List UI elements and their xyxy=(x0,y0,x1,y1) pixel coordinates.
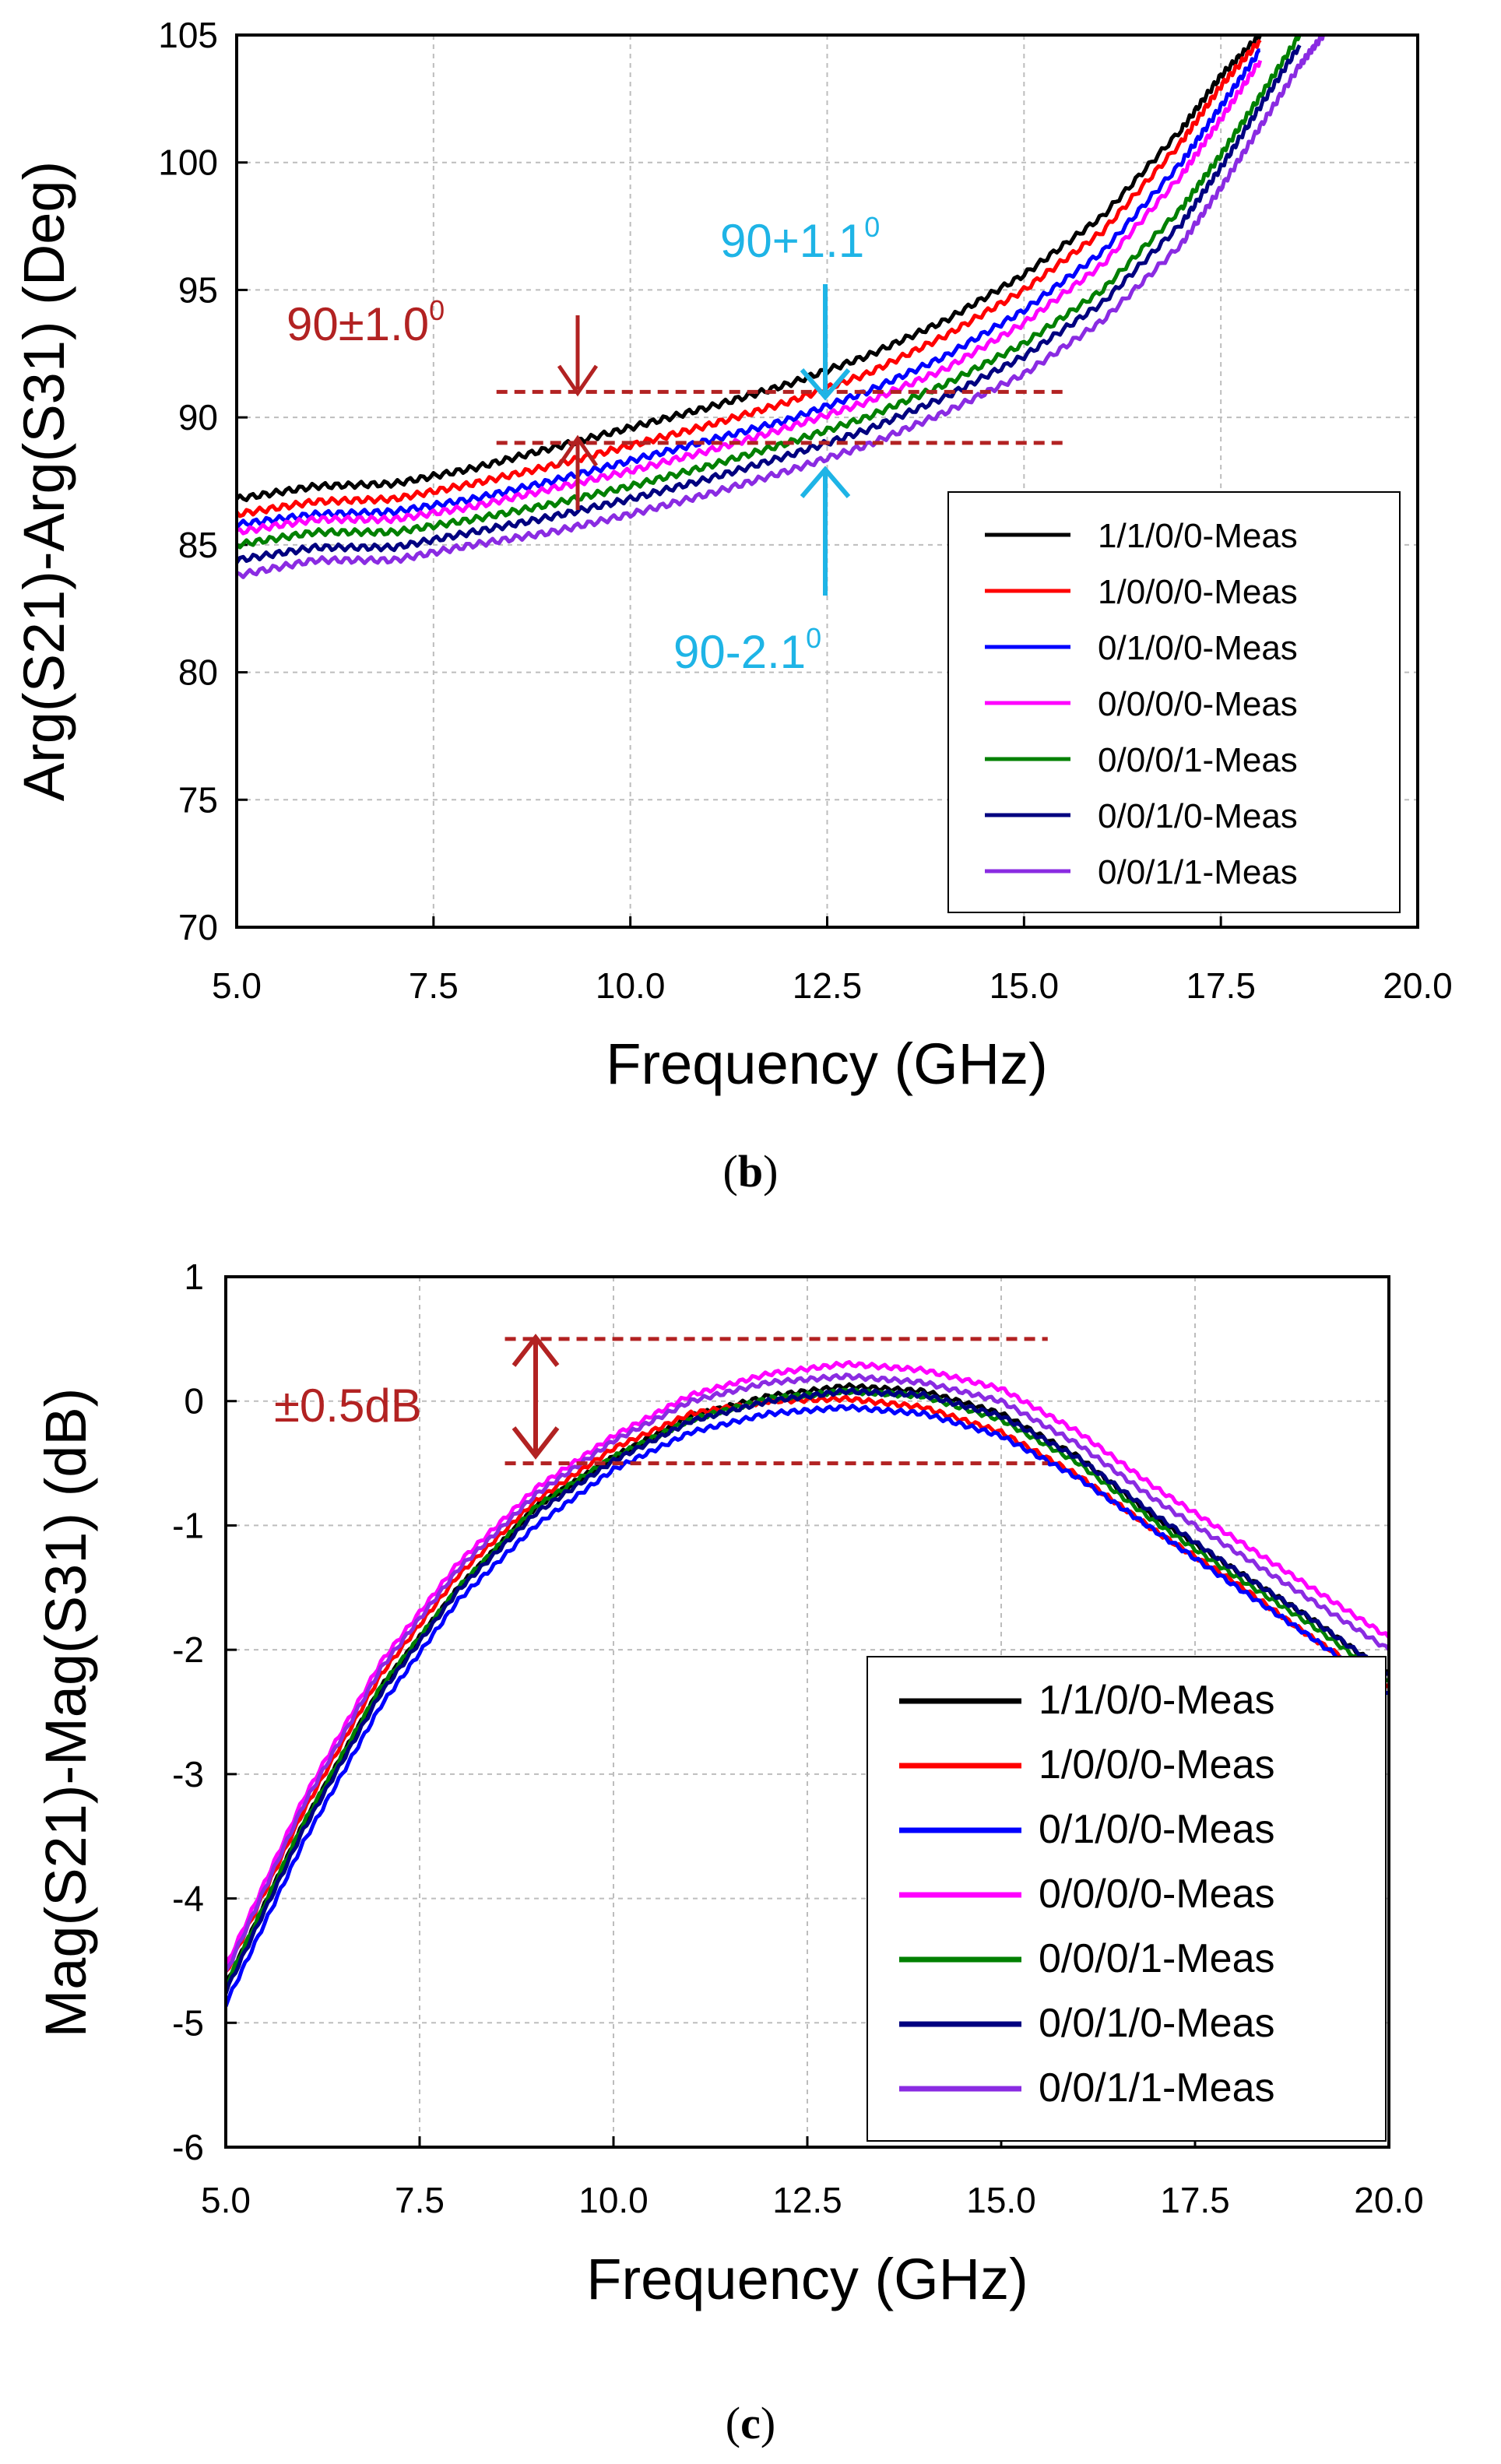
series-line-0-0-1-1-meas xyxy=(226,1373,1389,1972)
panel-b-phase-difference: 5.0 7.5 10.0 12.5 15.0 17.5 20.0 70 75 80 85 90 95 1… xyxy=(12,15,1453,1197)
legend-label: 1/1/0/0-Meas xyxy=(1098,517,1298,555)
caption-b: (b) xyxy=(723,1146,779,1197)
x-tick-label: 7.5 xyxy=(409,965,459,1006)
x-tick-label: 17.5 xyxy=(1160,2180,1230,2220)
series-line-0-1-0-0-meas xyxy=(237,48,1261,529)
legend-label: 0/0/1/0-Meas xyxy=(1039,2001,1275,2046)
x-axis-label: Frequency (GHz) xyxy=(606,1032,1047,1096)
y-tick-label: 95 xyxy=(178,269,218,310)
series-line-1-0-0-0-meas xyxy=(237,38,1262,518)
legend-label: 0/0/1/0-Meas xyxy=(1098,797,1298,835)
x-tick-label: 7.5 xyxy=(395,2180,445,2220)
legend-label: 0/0/1/1-Meas xyxy=(1039,2065,1275,2111)
y-tick-label: 1 xyxy=(184,1257,204,1297)
y-tick-label: -6 xyxy=(172,2127,204,2167)
plot-frame xyxy=(235,33,1419,929)
legend-items: 1/1/0/0-Meas 1/0/0/0-Meas 0/1/0/0-Meas 0/0/… xyxy=(899,1678,1275,2111)
x-tick-label: 20.0 xyxy=(1383,965,1453,1006)
series-line-0-0-0-0-meas xyxy=(237,59,1263,536)
x-tick-label: 5.0 xyxy=(212,965,262,1006)
legend-label: 0/0/1/1-Meas xyxy=(1098,853,1298,891)
arrow-up-icon xyxy=(800,466,851,596)
legend-label: 0/1/0/0-Meas xyxy=(1039,1807,1275,1852)
series-line-0-0-0-1-meas xyxy=(237,35,1302,550)
y-tick-label: -1 xyxy=(172,1505,204,1545)
double-arrow-icon xyxy=(511,1334,560,1460)
x-axis-label: Frequency (GHz) xyxy=(586,2247,1028,2311)
series-line-1-1-0-0-meas xyxy=(237,35,1263,502)
x-tick-label: 15.0 xyxy=(966,2180,1036,2220)
y-tick-label: 85 xyxy=(178,525,218,565)
reference-lines xyxy=(496,389,1063,445)
y-tick-label: 75 xyxy=(178,779,218,820)
x-tick-label: 17.5 xyxy=(1186,965,1256,1006)
annotation-pm0-5db: ±0.5dB xyxy=(274,1380,422,1432)
caption-c: (c) xyxy=(726,2398,775,2448)
y-tick-label: 90 xyxy=(178,397,218,438)
y-tick-label: -2 xyxy=(172,1629,204,1670)
legend-items: 1/1/0/0-Meas 1/0/0/0-Meas 0/1/0/0-Meas 0/0/… xyxy=(985,517,1298,891)
plot-frame xyxy=(224,1275,1390,2149)
y-tick-labels: 70 75 80 85 90 95 100 105 xyxy=(158,15,218,947)
series-group xyxy=(226,1360,1389,2008)
legend-label: 0/1/0/0-Meas xyxy=(1098,629,1298,667)
legend-label: 1/0/0/0-Meas xyxy=(1098,573,1298,611)
x-tick-label: 12.5 xyxy=(793,965,863,1006)
y-tick-label: 80 xyxy=(178,652,218,693)
arrow-down-icon xyxy=(557,315,599,397)
legend-label: 0/0/0/1-Meas xyxy=(1098,741,1298,779)
series-line-0-0-1-0-meas xyxy=(226,1387,1389,1995)
legend-label: 1/0/0/0-Meas xyxy=(1039,1742,1275,1787)
legend: 1/1/0/0-Meas 1/0/0/0-Meas 0/1/0/0-Meas 0/0/… xyxy=(867,1656,1387,2142)
reference-lines xyxy=(504,1337,1048,1466)
x-tick-labels: 5.0 7.5 10.0 12.5 15.0 17.5 20.0 xyxy=(212,965,1453,1006)
y-tick-label: 105 xyxy=(158,15,218,55)
arrow-up-icon xyxy=(557,434,599,510)
legend-box xyxy=(867,1656,1387,2142)
legend-label: 0/0/0/0-Meas xyxy=(1098,685,1298,723)
y-tick-label: 100 xyxy=(158,142,218,183)
annotation-90pm1: 90±1.00 xyxy=(286,294,445,350)
y-tick-label: -3 xyxy=(172,1754,204,1794)
annotation-90minus: 90-2.10 xyxy=(673,622,821,678)
series-line-0-0-1-1-meas xyxy=(237,35,1326,579)
y-tick-label: -4 xyxy=(172,1879,204,1919)
x-tick-label: 12.5 xyxy=(772,2180,842,2220)
legend: 1/1/0/0-Meas 1/0/0/0-Meas 0/1/0/0-Meas 0/0/… xyxy=(947,491,1401,913)
x-tick-label: 20.0 xyxy=(1354,2180,1424,2220)
x-tick-label: 10.0 xyxy=(596,965,666,1006)
series-line-0-0-0-0-meas xyxy=(226,1360,1389,1967)
y-tick-labels: -6 -5 -4 -3 -2 -1 0 1 xyxy=(172,1257,204,2167)
series-line-0-1-0-0-meas xyxy=(226,1404,1389,2008)
y-axis-label: Arg(S21)-Arg(S31) (Deg) xyxy=(12,161,76,801)
arrow-down-icon xyxy=(800,284,851,401)
y-axis-label: Mag(S21)-Mag(S31) (dB) xyxy=(33,1388,98,2038)
x-tick-label: 15.0 xyxy=(990,965,1060,1006)
legend-label: 0/0/0/1-Meas xyxy=(1039,1936,1275,1981)
annotation-90plus: 90+1.10 xyxy=(720,211,880,267)
series-line-1-0-0-0-meas xyxy=(226,1394,1389,1974)
y-tick-label: 0 xyxy=(184,1381,204,1422)
x-tick-labels: 5.0 7.5 10.0 12.5 15.0 17.5 20.0 xyxy=(201,2180,1424,2220)
legend-label: 1/1/0/0-Meas xyxy=(1039,1678,1275,1723)
legend-label: 0/0/0/0-Meas xyxy=(1039,1872,1275,1917)
x-tick-label: 5.0 xyxy=(201,2180,251,2220)
y-tick-label: -5 xyxy=(172,2002,204,2043)
y-tick-label: 70 xyxy=(178,907,218,947)
panel-c-magnitude-difference: 5.0 7.5 10.0 12.5 15.0 17.5 20.0 -6 -5 -4 -3 -2 -1 0… xyxy=(33,1257,1424,2448)
x-tick-label: 10.0 xyxy=(578,2180,649,2220)
